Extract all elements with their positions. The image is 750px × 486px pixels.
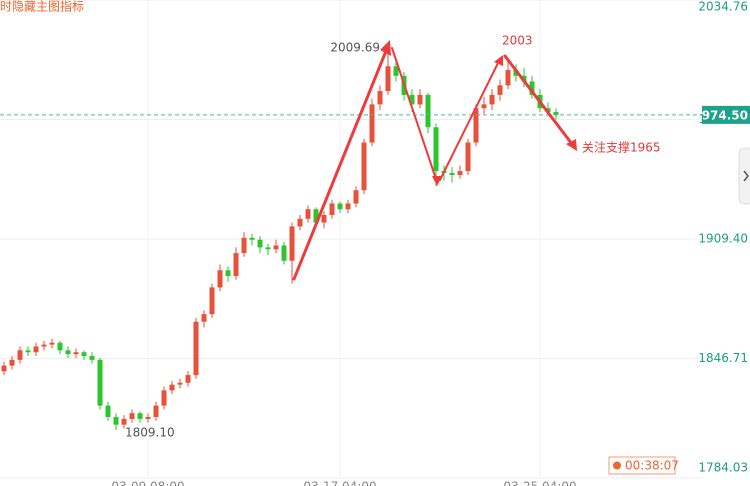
candle-body [169,384,175,391]
candle-body [377,91,383,105]
candle-body [57,342,63,351]
y-tick-label: 1909.40 [698,231,748,245]
candle-body [113,417,119,425]
candle-body [393,66,399,76]
candle-body [121,418,127,425]
annotation: 关注支撑1965 [582,140,661,155]
candle-body [337,203,343,210]
candle-body [481,104,487,109]
candle-body [129,413,135,419]
candle-body [433,127,439,172]
min-label: 1809.10 [125,426,175,440]
candle-body [265,247,271,250]
candle-body [145,417,151,419]
last-price-label: 1974.50 [693,108,748,122]
candle-body [345,203,351,210]
candle-body [25,350,31,353]
candle-body [489,94,495,105]
candle-body [9,359,15,366]
candle-body [457,171,463,175]
y-tick-label: 1784.03 [698,461,748,475]
candle-body [89,356,95,360]
candle-body [161,390,167,406]
candle-body [1,365,7,372]
header: 时隐藏主图指标 [0,0,84,14]
arrow-line [439,58,501,181]
candle-body [321,214,327,223]
arrowhead [494,55,503,66]
y-tick-label: 2034.76 [698,0,748,14]
candle-body [209,287,215,315]
arrowhead [432,176,442,186]
candle-body [409,94,415,105]
x-tick-label: 03-17 04:00 [303,480,376,486]
candle-body [241,237,247,254]
candle-body [281,245,287,261]
candle-body [465,142,471,172]
timer-text: 00:38:07 [625,459,679,473]
timer: 00:38:07 [608,456,679,475]
trend-arrows [292,40,577,281]
candle-body [473,108,479,143]
arrowhead [380,40,391,56]
candle-body [529,81,535,95]
timer-icon [613,461,621,470]
candle-body [385,66,391,92]
candle-body [177,382,183,385]
candle-body [225,270,231,276]
candle-body [73,352,79,355]
annotation: 2003 [502,34,533,48]
candle-body [217,270,223,288]
candle-body [369,104,375,143]
candle-body [137,413,143,419]
candle-body [49,342,55,345]
candle-body [361,142,367,191]
chevron [743,170,749,182]
y-tick-label: 1846.71 [698,351,748,365]
candle-body [425,94,431,128]
candle-body [329,203,335,215]
candle-body [185,375,191,383]
candle-body [65,350,71,355]
candle-body [153,405,159,418]
candle-body [273,245,279,250]
candle-body [313,209,319,223]
candle-body [105,405,111,418]
candle-body [257,239,263,248]
candle-body [297,218,303,227]
candle-body [193,321,199,376]
candle-body [17,350,23,360]
candle-body [497,85,503,95]
arrow-line [503,54,574,146]
candle-body [553,112,559,115]
arrowhead [566,139,577,151]
candle-body [201,314,207,322]
x-tick-label: 03-09 08:00 [111,480,184,486]
candle-body [97,359,103,406]
last-price-box [702,105,750,124]
arrow-line [391,47,438,183]
candle-body [305,209,311,219]
timer-box [608,456,676,475]
max-label: 2009.69 [330,41,380,55]
arrow-line [292,44,390,281]
candle-body [41,344,47,347]
candle-body [233,253,239,276]
candle-body [417,94,423,105]
collapse-tab[interactable] [738,147,750,205]
x-tick-label: 03-25 04:00 [503,480,576,486]
candle-body [449,173,455,175]
candle-body [81,352,87,357]
side-tab[interactable] [738,147,750,205]
candle-body [505,70,511,86]
candle-body [33,346,39,353]
candle-body [249,237,255,240]
candle-body [353,190,359,204]
candle-body [513,70,519,76]
candle-body [289,226,295,261]
